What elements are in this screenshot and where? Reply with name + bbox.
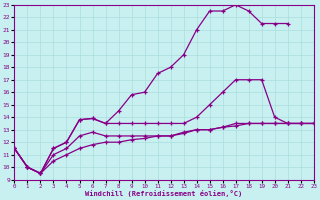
X-axis label: Windchill (Refroidissement éolien,°C): Windchill (Refroidissement éolien,°C) [85, 190, 243, 197]
